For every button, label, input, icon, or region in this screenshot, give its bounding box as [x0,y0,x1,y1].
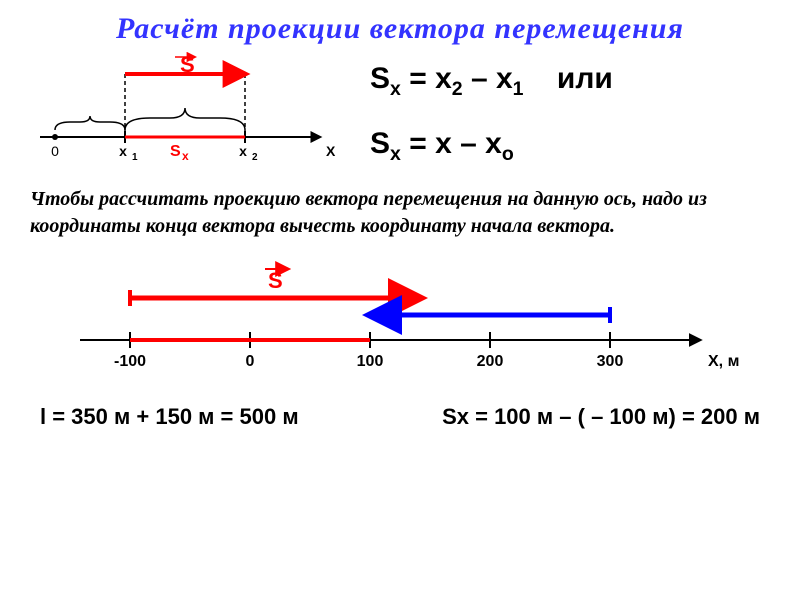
f1-tail: или [524,62,613,95]
f2-r2s: о [502,143,514,165]
f2-lhs: S [370,127,390,160]
svg-text:200: 200 [477,353,504,370]
f1-eq: = [401,62,435,95]
svg-text:1: 1 [132,152,138,163]
svg-text:S: S [170,143,181,160]
top-diagram: 0 x 1 x 2 Х S S x [20,52,340,182]
svg-text:Х, м: Х, м [708,353,739,370]
f1-r1: x [435,62,452,95]
svg-text:0: 0 [51,143,59,159]
formula-sx-2: Sx = x – xо [370,127,780,166]
result-displacement: Sх = 100 м – ( – 100 м) = 200 м [442,404,760,430]
svg-text:-100: -100 [114,353,146,370]
svg-text:0: 0 [246,353,255,370]
svg-text:Х: Х [326,143,336,159]
svg-text:x: x [119,143,127,159]
f2-lhs-sub: x [390,143,401,165]
svg-text:300: 300 [597,353,624,370]
f1-mid: – x [463,62,513,95]
svg-text:2: 2 [252,152,258,163]
f1-lhs-sub: x [390,78,401,100]
explanation-text: Чтобы рассчитать проекцию вектора переме… [0,186,800,240]
svg-text:x: x [239,143,247,159]
bottom-diagram: -100 0 100 200 300 Х, м S [50,260,750,390]
f2-eq: = [401,127,435,160]
svg-text:x: x [182,149,189,163]
f1-r2s: 1 [513,78,524,100]
formula-sx-1: Sx = x2 – x1 или [370,62,780,101]
result-path-length: l = 350 м + 150 м = 500 м [40,404,299,430]
f1-r1s: 2 [452,78,463,100]
svg-text:S: S [268,268,283,293]
f2-r1: x – x [435,127,502,160]
svg-text:S: S [180,52,195,77]
page-title: Расчёт проекции вектора перемещения [0,0,800,52]
svg-text:100: 100 [357,353,384,370]
f1-lhs: S [370,62,390,95]
